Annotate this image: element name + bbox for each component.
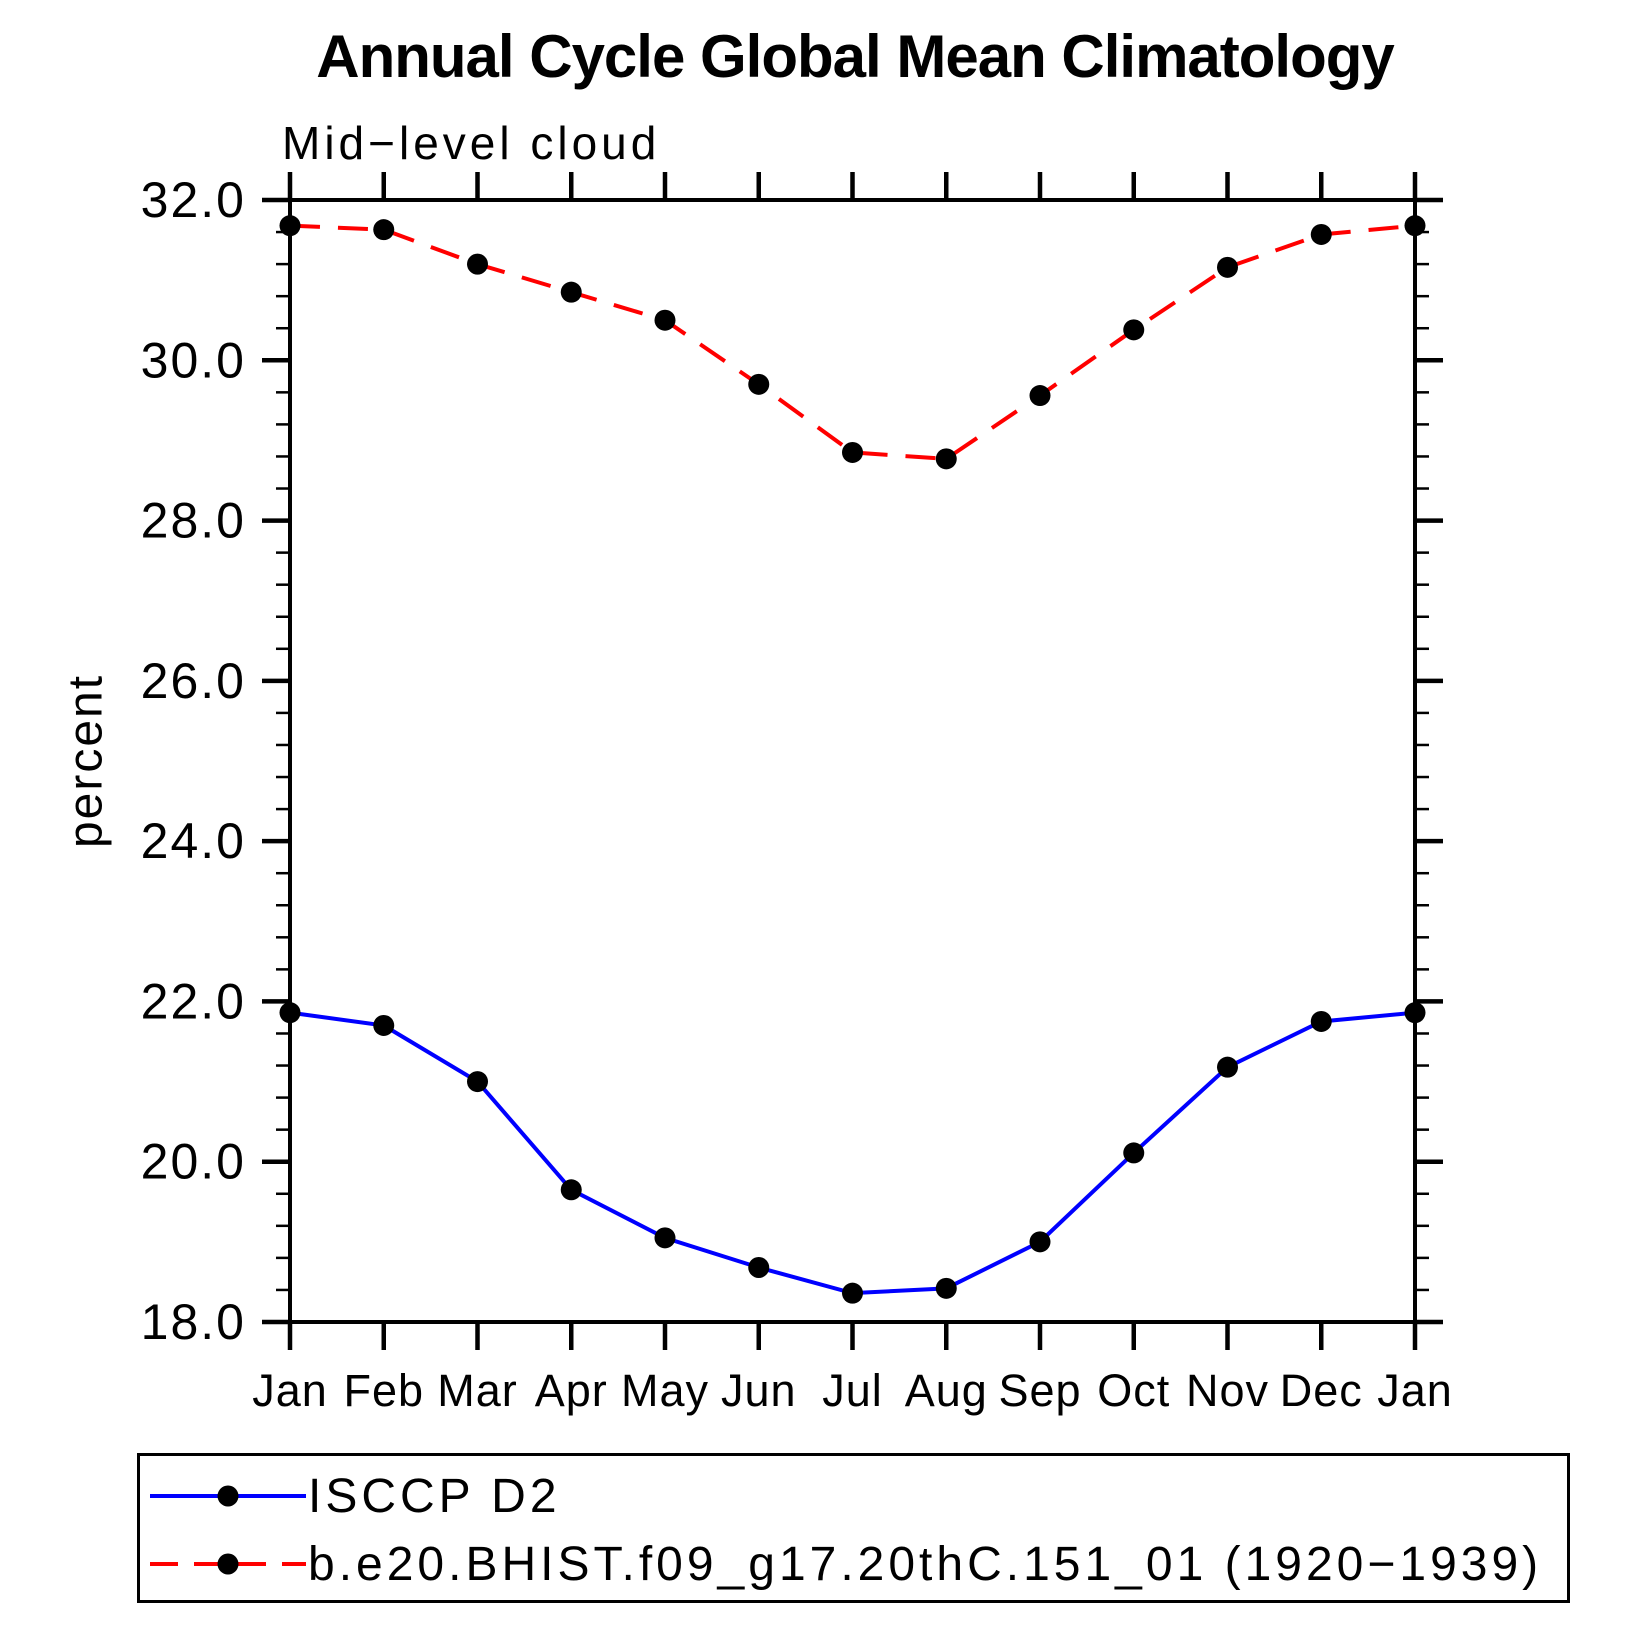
- series-1-data-point: [279, 215, 301, 237]
- series-0-line: [289, 1010, 1416, 1296]
- series-1-data-point: [842, 441, 863, 463]
- x-tick-label: Oct: [1097, 1365, 1170, 1416]
- legend-label: ISCCP D2: [308, 1469, 561, 1523]
- series-0-data-point: [279, 1002, 301, 1024]
- axis-frame: [288, 198, 1417, 1324]
- x-tick-label: Jul: [822, 1365, 883, 1416]
- legend-item-isccp-d2: ISCCP D2: [148, 1469, 561, 1523]
- x-tick-label: Nov: [1186, 1365, 1269, 1416]
- chart-title: Annual Cycle Global Mean Climatology: [316, 23, 1395, 90]
- series-1-data-point: [1217, 256, 1238, 278]
- series-1-data-point: [748, 373, 770, 395]
- series-0-data-point: [373, 1014, 395, 1036]
- legend-marker-dot-icon: [217, 1485, 239, 1507]
- x-tick-label: Jun: [721, 1365, 797, 1416]
- series-0-data-point: [1029, 1231, 1051, 1253]
- series-0-data-point: [1123, 1142, 1145, 1164]
- series-0-data-point: [935, 1277, 957, 1299]
- series-0-data-point: [1217, 1056, 1238, 1078]
- series-1-data-point: [1404, 215, 1426, 237]
- series-0-data-point: [748, 1257, 770, 1279]
- series-1-data-point: [654, 309, 676, 331]
- legend-box: ISCCP D2 b.e20.BHIST.f09_g17.20thC.151_0…: [137, 1453, 1570, 1603]
- x-tick-label: Apr: [535, 1365, 608, 1416]
- y-tick-label: 20.0: [141, 1134, 246, 1190]
- legend-solid-line-icon: [150, 1485, 306, 1507]
- x-tick-label: Jan: [252, 1365, 328, 1416]
- series-1-data-point: [373, 219, 395, 241]
- series-1-data-point: [935, 448, 957, 470]
- series-0-data-point: [654, 1227, 676, 1249]
- series-1-data-point: [560, 281, 582, 303]
- x-tick-label: Aug: [905, 1365, 988, 1416]
- y-tick-label: 26.0: [141, 653, 246, 709]
- series-0-data-point: [560, 1179, 582, 1201]
- series-1-data-point: [1029, 385, 1051, 407]
- legend-item-model-run: b.e20.BHIST.f09_g17.20thC.151_01 (1920−1…: [148, 1537, 1543, 1591]
- series-1-line: [289, 223, 1416, 461]
- series-0-data-point: [1310, 1010, 1332, 1032]
- x-tick-label: Mar: [437, 1365, 518, 1416]
- chart-subtitle: Mid−level cloud: [282, 117, 661, 169]
- y-tick-label: 32.0: [141, 172, 246, 228]
- y-tick-label: 30.0: [141, 332, 246, 388]
- y-tick-label: 24.0: [141, 813, 246, 869]
- series-1-data-point: [467, 253, 488, 275]
- series-1-data-point: [1123, 319, 1145, 341]
- x-tick-label: Sep: [998, 1365, 1081, 1416]
- y-tick-label: 28.0: [141, 493, 246, 549]
- series-0-data-point: [1404, 1002, 1426, 1024]
- legend-marker-dot-icon: [217, 1553, 239, 1575]
- legend-label: b.e20.BHIST.f09_g17.20thC.151_01 (1920−1…: [308, 1537, 1543, 1591]
- series-0-data-point: [467, 1071, 488, 1093]
- x-tick-label: Feb: [343, 1365, 424, 1416]
- legend-dashed-line-icon: [150, 1553, 306, 1575]
- x-tick-label: May: [621, 1365, 709, 1416]
- series-1-data-point: [1310, 223, 1332, 245]
- y-tick-label: 22.0: [141, 973, 246, 1029]
- x-tick-label: Dec: [1280, 1365, 1363, 1416]
- series-0-data-point: [842, 1282, 863, 1304]
- x-tick-label: Jan: [1377, 1365, 1453, 1416]
- y-tick-label: 18.0: [141, 1294, 246, 1350]
